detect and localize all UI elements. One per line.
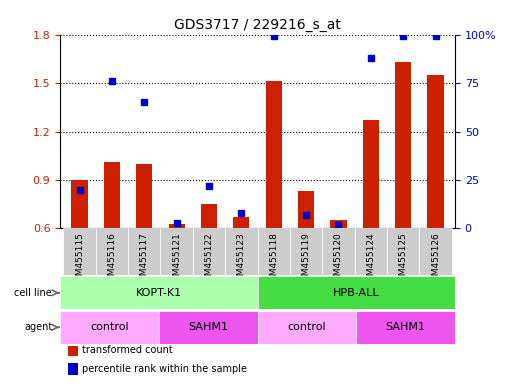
- Text: GSM455119: GSM455119: [302, 232, 311, 287]
- Text: GSM455126: GSM455126: [431, 232, 440, 287]
- Text: GSM455122: GSM455122: [204, 232, 213, 287]
- Bar: [104, 162, 120, 228]
- Title: GDS3717 / 229216_s_at: GDS3717 / 229216_s_at: [174, 18, 341, 32]
- Text: SAHM1: SAHM1: [385, 322, 426, 333]
- Bar: [290, 228, 322, 275]
- Bar: [63, 228, 96, 275]
- Text: GSM455121: GSM455121: [172, 232, 181, 287]
- Text: agent: agent: [24, 322, 52, 333]
- Text: cell line: cell line: [15, 288, 52, 298]
- Bar: [387, 228, 419, 275]
- Text: GSM455124: GSM455124: [366, 232, 376, 287]
- Bar: [159, 311, 257, 344]
- Text: SAHM1: SAHM1: [188, 322, 228, 333]
- Bar: [225, 228, 258, 275]
- Bar: [356, 311, 455, 344]
- Text: GSM455118: GSM455118: [269, 232, 278, 287]
- Text: HPB-ALL: HPB-ALL: [333, 288, 380, 298]
- Text: GSM455120: GSM455120: [334, 232, 343, 287]
- Bar: [363, 120, 379, 228]
- Text: GSM455123: GSM455123: [237, 232, 246, 287]
- Text: GSM455117: GSM455117: [140, 232, 149, 287]
- Text: transformed count: transformed count: [82, 345, 173, 355]
- Bar: [193, 228, 225, 275]
- Bar: [201, 204, 217, 228]
- Bar: [298, 191, 314, 228]
- Bar: [68, 363, 78, 375]
- Bar: [266, 81, 282, 228]
- Bar: [60, 311, 159, 344]
- Text: control: control: [90, 322, 129, 333]
- Bar: [331, 220, 347, 228]
- Bar: [60, 276, 257, 309]
- Text: control: control: [288, 322, 326, 333]
- Bar: [427, 75, 444, 228]
- Bar: [257, 276, 455, 309]
- Bar: [128, 228, 161, 275]
- Bar: [395, 62, 411, 228]
- Bar: [161, 228, 193, 275]
- Bar: [257, 311, 356, 344]
- Bar: [257, 228, 290, 275]
- Text: KOPT-K1: KOPT-K1: [136, 288, 182, 298]
- Bar: [355, 228, 387, 275]
- Bar: [136, 164, 152, 228]
- Text: percentile rank within the sample: percentile rank within the sample: [82, 364, 247, 374]
- Text: GSM455115: GSM455115: [75, 232, 84, 287]
- Bar: [68, 344, 78, 356]
- Bar: [322, 228, 355, 275]
- Bar: [168, 223, 185, 228]
- Bar: [72, 180, 88, 228]
- Bar: [96, 228, 128, 275]
- Text: GSM455116: GSM455116: [107, 232, 117, 287]
- Text: GSM455125: GSM455125: [399, 232, 408, 287]
- Bar: [419, 228, 452, 275]
- Bar: [233, 217, 249, 228]
